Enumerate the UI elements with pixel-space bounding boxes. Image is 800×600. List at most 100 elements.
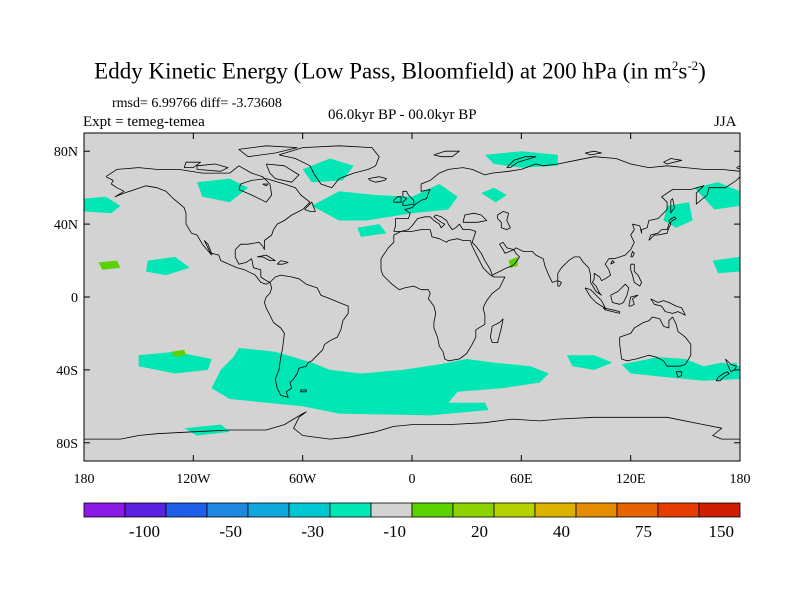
coastline-hispaniola xyxy=(276,260,289,265)
coastline-iceland xyxy=(368,176,387,183)
coastline-ireland xyxy=(393,196,402,203)
coastline-novaya-zemlya xyxy=(506,156,537,169)
colorbar-box xyxy=(206,502,249,518)
lon-tick-label: 180 xyxy=(730,472,751,487)
coastline-greenland xyxy=(278,145,380,189)
central-atlantic-patch xyxy=(357,224,387,237)
coastline-cuba xyxy=(257,254,276,262)
se-pacific-patch xyxy=(138,351,212,374)
australia-south-patch xyxy=(621,357,740,381)
w-pacific-trop-patch xyxy=(712,256,740,274)
title-exponent-2: -2 xyxy=(687,58,699,73)
coastline-tasmania xyxy=(675,371,683,378)
coastline-sakhalin xyxy=(670,198,675,214)
colorbar-box xyxy=(411,502,454,518)
title-unit-s: s xyxy=(678,58,688,84)
coastline-svalbard xyxy=(433,150,460,158)
experiment-label: Expt = temeg-temea xyxy=(83,114,205,130)
indian-ocean-patch xyxy=(566,355,613,370)
colorbar: -100 -50 -30 -10 20 40 75 150 xyxy=(83,502,741,541)
coastline-java xyxy=(603,307,621,314)
colorbar-box xyxy=(124,502,167,518)
lon-tick-label: 0 xyxy=(409,472,416,487)
coastline-sri-lanka xyxy=(557,280,562,287)
colorbar-label: 75 xyxy=(635,522,652,541)
coastline-new-guinea xyxy=(650,298,686,316)
lon-tick-label: 180 xyxy=(74,472,95,487)
kamchatka-patch xyxy=(694,182,740,210)
title-close: ) xyxy=(698,58,706,84)
coastline-hudson-bay-islands xyxy=(262,183,269,187)
stats-text: rmsd= 6.99766 diff= -3.73608 xyxy=(112,96,282,111)
colorbar-label: 150 xyxy=(709,522,735,541)
colorbar-label: 20 xyxy=(471,522,488,541)
coastline-victoria-island xyxy=(196,163,229,172)
colorbar-box xyxy=(247,502,290,518)
coastline-new-siberian-islands xyxy=(663,158,683,165)
coastline-eurasia xyxy=(393,156,740,296)
season-label: JJA xyxy=(714,114,737,130)
nw-pacific-green-spot xyxy=(98,260,121,270)
coastline-sumatra xyxy=(584,287,606,309)
coastline-ellesmere xyxy=(238,145,298,158)
coastlines xyxy=(84,145,740,440)
colorbar-label: -10 xyxy=(383,522,406,541)
lat-tick-label: 40S xyxy=(56,364,78,379)
coastline-africa xyxy=(380,229,506,362)
n-pacific-east-patch xyxy=(197,178,248,203)
coastline-sulawesi xyxy=(628,294,639,307)
colorbar-label: -50 xyxy=(219,522,242,541)
colorbar-label: -30 xyxy=(301,522,324,541)
coastline-south-america xyxy=(263,274,349,398)
colorbar-label: 40 xyxy=(553,522,570,541)
lat-tick-label: 80N xyxy=(54,145,78,160)
coastline-antarctica xyxy=(84,411,740,440)
antarctic-coast-patch xyxy=(184,424,230,436)
colorbar-box xyxy=(83,502,126,518)
colorbar-box xyxy=(698,502,741,518)
lat-tick-label: 0 xyxy=(71,291,78,306)
coastline-great-britain xyxy=(402,190,415,207)
coastline-japan xyxy=(648,216,677,241)
n-atlantic-europe-band xyxy=(311,184,458,221)
coastline-baffin-island xyxy=(265,163,300,183)
colorbar-box xyxy=(452,502,495,518)
anomaly-regions xyxy=(84,151,740,436)
colorbar-label: -100 xyxy=(129,522,160,541)
colorbar-box xyxy=(370,502,413,518)
lon-tick-label: 120E xyxy=(616,472,646,487)
coastline-new-zealand-south xyxy=(715,371,730,382)
coastline-severnaya-zemlya xyxy=(584,150,602,156)
colorbar-box xyxy=(493,502,536,518)
coastline-borneo xyxy=(610,283,630,305)
coastline-north-america xyxy=(105,165,311,285)
colorbar-box xyxy=(288,502,331,518)
coastline-philippines xyxy=(630,263,642,287)
lon-tick-label: 60E xyxy=(510,472,533,487)
caspian-patch xyxy=(481,187,507,203)
coastline-australia xyxy=(619,316,692,367)
coastline-banks-island xyxy=(183,161,202,169)
lat-tick-label: 80S xyxy=(56,437,78,452)
colorbar-box xyxy=(534,502,577,518)
coastline-caspian-sea xyxy=(497,210,511,231)
coastline-hainan xyxy=(610,260,615,265)
axis-ticks: 80N 40N 0 40S 80S 180 120W 60W 0 60E 120E 180 xyxy=(54,133,751,487)
barents-patch xyxy=(484,151,558,168)
n-pacific-west-patch xyxy=(84,196,121,214)
arabia-green-spot xyxy=(508,256,518,268)
coastline-falklands xyxy=(300,389,307,393)
sw-pacific-green-spot xyxy=(171,349,186,358)
coastline-madagascar xyxy=(489,318,504,344)
plot-title: Eddy Kinetic Energy (Low Pass, Bloomfiel… xyxy=(0,58,800,85)
title-exponent-1: 2 xyxy=(671,58,679,73)
lon-tick-label: 60W xyxy=(289,472,317,487)
period-label: 06.0kyr BP - 00.0kyr BP xyxy=(328,107,477,123)
colorbar-box xyxy=(165,502,208,518)
s-ocean-main-band xyxy=(211,348,549,416)
coastline-newfoundland xyxy=(304,201,316,212)
lat-tick-label: 40N xyxy=(54,218,78,233)
title-main: Eddy Kinetic Energy (Low Pass, Bloomfiel… xyxy=(94,58,672,84)
colorbar-box xyxy=(329,502,372,518)
coastline-taiwan xyxy=(630,250,635,258)
